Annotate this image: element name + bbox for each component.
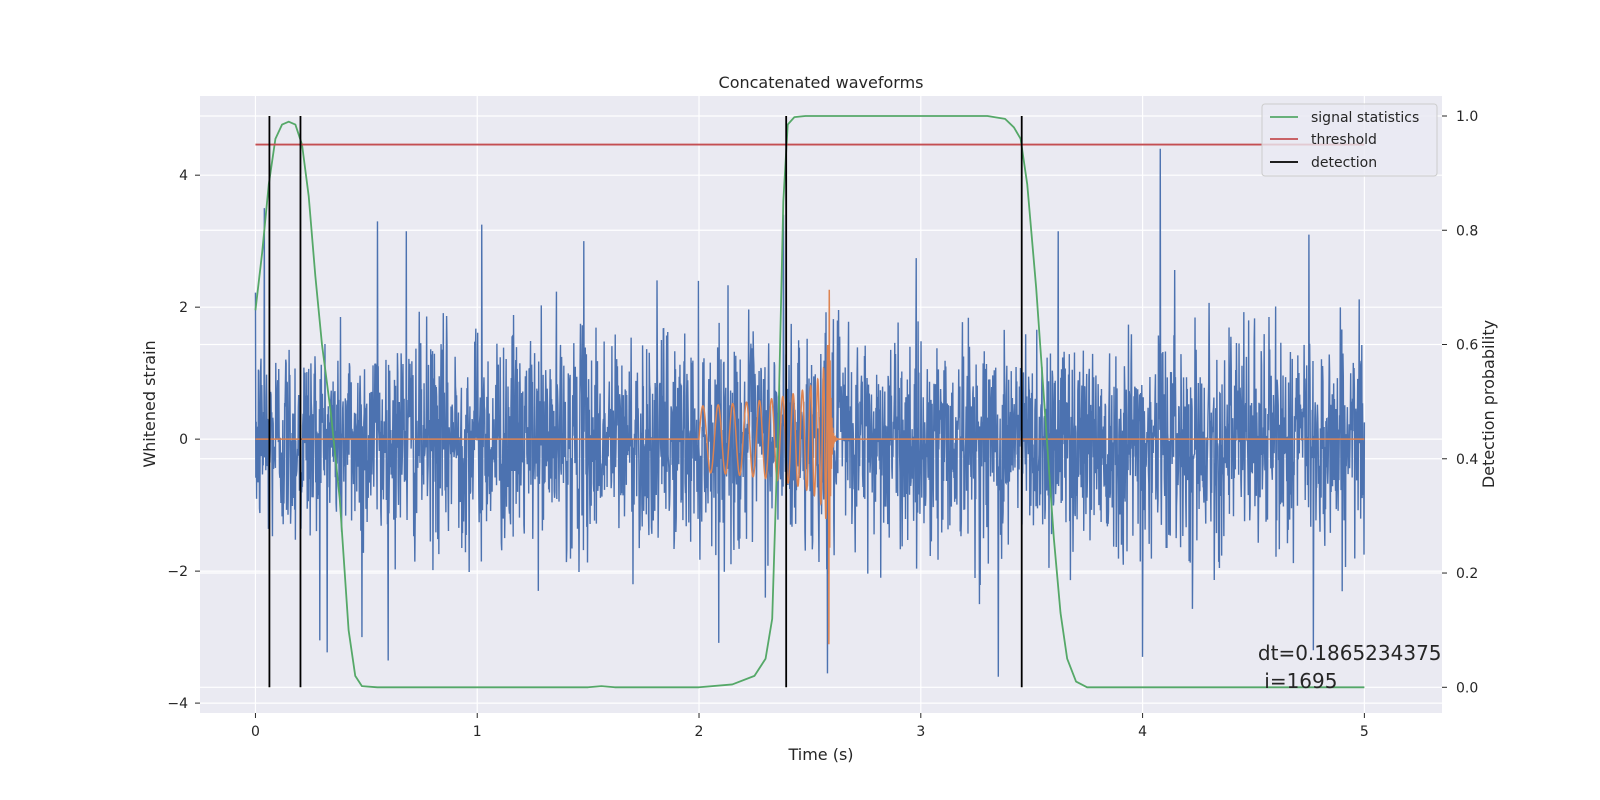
y2-tick-label: 0.8 — [1456, 223, 1478, 239]
series-whitened-strain — [254, 148, 1366, 677]
y-tick-label: 4 — [179, 168, 188, 184]
chart-title: Concatenated waveforms — [719, 73, 924, 92]
x-tick-label: 4 — [1138, 724, 1147, 740]
y-tick-label: 2 — [179, 300, 188, 316]
y2-tick-label: 0.4 — [1456, 452, 1478, 468]
x-tick-label: 0 — [251, 724, 260, 740]
legend-label-signal-statistics: signal statistics — [1311, 110, 1419, 126]
y-axis-ticks: −4 −2 0 2 4 — [167, 168, 200, 712]
y2-tick-label: 1.0 — [1456, 109, 1478, 125]
y-tick-label: −2 — [167, 564, 188, 580]
legend-label-threshold: threshold — [1311, 132, 1377, 148]
y-tick-label: −4 — [167, 696, 188, 712]
series-layer — [254, 115, 1366, 689]
annotation-dt: dt=0.1865234375 — [1258, 641, 1442, 665]
x-tick-label: 3 — [916, 724, 925, 740]
series-signal-statistics — [254, 115, 1365, 689]
y2-tick-label: 0.6 — [1456, 338, 1478, 354]
x-tick-label: 5 — [1360, 724, 1369, 740]
annotation-index: i=1695 — [1258, 669, 1338, 693]
x-tick-label: 1 — [473, 724, 482, 740]
y2-tick-label: 0.2 — [1456, 566, 1478, 582]
x-tick-label: 2 — [695, 724, 704, 740]
y-tick-label: 0 — [179, 432, 188, 448]
y-axis-label: Whitened strain — [140, 340, 159, 467]
legend-box — [1261, 103, 1438, 177]
series-injected-waveform — [255, 289, 1365, 645]
annotation: dt=0.1865234375 i=1695 — [1258, 641, 1442, 693]
x-axis-label: Time (s) — [787, 745, 853, 764]
legend-label-detection: detection — [1311, 155, 1377, 171]
y2-tick-label: 0.0 — [1456, 680, 1478, 696]
y2-axis-ticks: 0.0 0.2 0.4 0.6 0.8 1.0 — [1442, 109, 1478, 696]
y2-axis-label: Detection probability — [1479, 320, 1498, 488]
legend: signal statistics threshold detection — [1261, 103, 1438, 177]
x-axis-ticks: 0 1 2 3 4 5 — [251, 713, 1369, 740]
